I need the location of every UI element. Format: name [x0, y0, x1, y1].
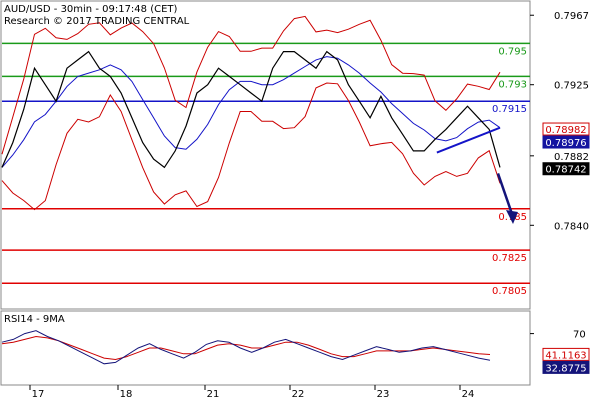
- price-line: [1, 50, 501, 169]
- lower-band: [1, 82, 501, 211]
- ma-line: [1, 56, 501, 168]
- x-tick-label-0: 17: [32, 389, 45, 400]
- y-tick-label-1: 0.7925: [554, 81, 589, 92]
- projection-arrow-group: [496, 172, 518, 224]
- x-tick-label-4: 23: [377, 389, 390, 400]
- rsi-tag-label-1: 32.8775: [545, 363, 586, 374]
- projection-arrow-head: [506, 209, 518, 224]
- rsi-tag-box-1: [542, 360, 590, 374]
- rsi-tags: 41.1163 32.8775: [542, 347, 590, 374]
- level-label-2: 0.7915: [492, 104, 527, 115]
- level-label-4: 0.7825: [492, 253, 527, 264]
- y-tick-label-0: 0.7967: [554, 11, 589, 22]
- rsi-tag-label-0: 41.1163: [545, 350, 586, 361]
- x-tick-label-5: 24: [462, 389, 475, 400]
- chart-subtitle: Research © 2017 TRADING CENTRAL: [4, 16, 190, 27]
- x-tick-label-3: 22: [292, 389, 305, 400]
- chart-title: AUD/USD - 30min - 09:17:48 (CET): [4, 4, 178, 15]
- rsi-panel: RSI14 - 9MA: [0, 310, 531, 386]
- price-series-line: [1, 50, 501, 169]
- rsi-line: [1, 330, 491, 365]
- x-tick-label-1: 18: [120, 389, 133, 400]
- rsi-axis: 70: [530, 330, 586, 341]
- projection-arrow-shaft: [496, 172, 514, 215]
- moving-average: [1, 56, 501, 168]
- level-label-5: 0.7805: [492, 286, 527, 297]
- rsi-tick-label-0: 70: [573, 330, 586, 341]
- level-label-0: 0.795: [498, 46, 527, 57]
- trendline-group: [436, 126, 501, 154]
- rsi-lines: [1, 330, 491, 365]
- rsi-tag-box-0: [542, 347, 590, 361]
- price-tag-label-1: 0.78976: [545, 138, 586, 149]
- y-tick-label-2: 0.7882: [554, 152, 589, 163]
- trendline: [436, 126, 501, 154]
- price-tag-box-1: [542, 135, 590, 149]
- price-tag-box-2: [542, 162, 590, 176]
- price-axis: 0.7967 0.7925 0.7882 0.7840: [530, 11, 589, 232]
- price-tag-label-0: 0.78982: [545, 125, 586, 136]
- rsi-panel-frame: [0, 310, 531, 386]
- price-panel-frame: [0, 0, 531, 310]
- level-label-1: 0.793: [498, 79, 527, 90]
- price-tag-label-2: 0.78742: [545, 165, 586, 176]
- upper-band: [1, 15, 501, 155]
- bollinger-bands: [1, 15, 501, 211]
- y-tick-label-3: 0.7840: [554, 221, 589, 232]
- rsi-title: RSI14 - 9MA: [4, 314, 65, 325]
- price-tags: 0.78982 0.78976 0.78742: [542, 122, 590, 176]
- x-tick-label-2: 21: [207, 389, 220, 400]
- price-tag-box-0: [542, 122, 590, 136]
- time-axis: 17 18 21 22 23 24: [29, 385, 475, 400]
